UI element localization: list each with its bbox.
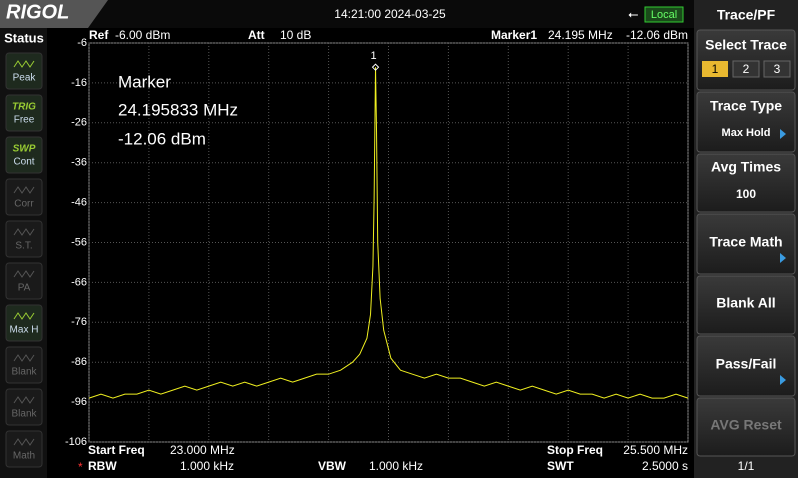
pass-fail-button[interactable]	[696, 335, 796, 397]
y-tick-label: -106	[65, 436, 87, 448]
y-tick-label: -66	[71, 276, 87, 288]
softkey-label: Trace Math	[709, 234, 782, 250]
status-icon	[13, 186, 35, 194]
info-value: -6.00 dBm	[115, 28, 170, 42]
trace-option-box[interactable]	[763, 60, 791, 78]
status-label: PA	[18, 283, 31, 294]
trace-math-button[interactable]	[696, 213, 796, 275]
usb-icon: ⭠	[628, 6, 638, 21]
status-icon	[13, 438, 35, 446]
status-icon	[13, 312, 35, 320]
y-tick-label: -56	[71, 236, 87, 248]
status-top: TRIG	[12, 102, 36, 113]
trace-type-button[interactable]	[696, 91, 796, 153]
status-item	[5, 136, 43, 174]
status-label: Cont	[13, 157, 34, 168]
info-label: Start Freq	[88, 443, 145, 457]
info-label: SWT	[547, 459, 574, 473]
y-tick-label: -96	[71, 396, 87, 408]
status-icon	[13, 270, 35, 278]
status-label: Corr	[14, 199, 34, 210]
info-value: 24.195 MHz	[548, 28, 613, 42]
info-label: Marker1	[491, 28, 537, 42]
arrow	[780, 253, 786, 263]
trace-option: 1	[712, 62, 719, 76]
softkey-value: 100	[736, 187, 756, 201]
marker-annotation: -12.06 dBm	[118, 129, 206, 148]
rbw-flag: *	[78, 460, 83, 474]
avg-reset-button[interactable]	[696, 397, 796, 457]
datetime: 14:21:00 2024-03-25	[334, 7, 446, 21]
status-label: Max H	[10, 325, 39, 336]
status-icon	[13, 60, 35, 68]
trace-option: 2	[743, 62, 750, 76]
info-label: Ref	[89, 28, 109, 42]
trace-option: 3	[774, 62, 781, 76]
info-label: VBW	[318, 459, 347, 473]
marker-annotation: Marker	[118, 72, 171, 91]
softkey-label: Pass/Fail	[716, 356, 777, 372]
info-label: RBW	[88, 459, 117, 473]
status-icon	[13, 396, 35, 404]
trace	[88, 67, 689, 399]
info-value: -12.06 dBm	[626, 28, 688, 42]
status-label: Free	[14, 115, 35, 126]
marker-annotation: 24.195833 MHz	[118, 100, 238, 119]
info-value: 1.000 kHz	[180, 459, 234, 473]
softkey-value: Max Hold	[722, 127, 771, 139]
softkey-label: AVG Reset	[710, 417, 782, 433]
status-label: Peak	[13, 73, 37, 84]
y-tick-label: -6	[77, 37, 87, 49]
status-top: SWP	[13, 144, 36, 155]
y-tick-label: -26	[71, 117, 87, 129]
info-value: 25.500 MHz	[623, 443, 688, 457]
info-label: Att	[248, 28, 265, 42]
info-value: 1.000 kHz	[369, 459, 423, 473]
remote-status: Local	[651, 9, 677, 21]
logo: RIGOL	[6, 1, 69, 23]
info-value: 23.000 MHz	[170, 443, 235, 457]
softkey-label: Select Trace	[705, 37, 787, 53]
blank-all-button[interactable]	[696, 275, 796, 335]
status-label: Math	[13, 451, 35, 462]
trace-option-box[interactable]	[732, 60, 760, 78]
softkey-label: Blank All	[716, 295, 775, 311]
status-icon	[13, 354, 35, 362]
arrow	[780, 375, 786, 385]
trace-option-active[interactable]	[702, 61, 728, 77]
local-box	[644, 6, 684, 23]
y-tick-label: -76	[71, 316, 87, 328]
softkey-label: Trace Type	[710, 98, 782, 114]
status-label: Blank	[11, 367, 37, 378]
arrow	[780, 129, 786, 139]
info-value: 10 dB	[280, 28, 311, 42]
status-label: Blank	[11, 409, 37, 420]
logo-bg	[0, 0, 108, 28]
avg-times-button[interactable]	[696, 153, 796, 213]
status-item	[5, 94, 43, 132]
y-tick-label: -86	[71, 356, 87, 368]
y-tick-label: -36	[71, 157, 87, 169]
marker-point	[371, 63, 380, 71]
softkey-label: Avg Times	[711, 159, 781, 175]
info-value: 2.5000 s	[642, 459, 688, 473]
status-icon	[13, 228, 35, 236]
status-label: S.T.	[15, 241, 32, 252]
y-tick-label: -16	[71, 77, 87, 89]
marker-label: 1	[370, 50, 376, 62]
softkey-title: Trace/PF	[717, 7, 776, 23]
status-title: Status	[4, 30, 44, 45]
page-indicator: 1/1	[738, 459, 755, 473]
y-tick-label: -46	[71, 197, 87, 209]
info-label: Stop Freq	[547, 443, 603, 457]
top-bar	[0, 0, 694, 28]
